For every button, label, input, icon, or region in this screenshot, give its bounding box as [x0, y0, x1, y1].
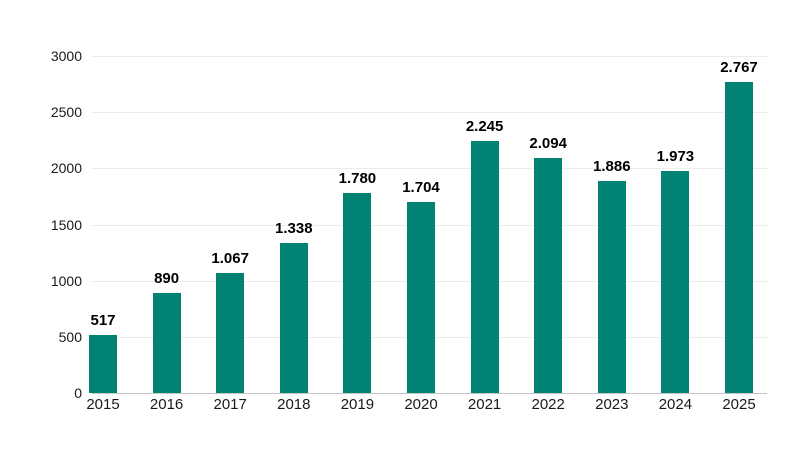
- y-axis-tick-label: 3000: [50, 48, 82, 64]
- bar-value-label: 2.094: [529, 134, 567, 152]
- bar-value-label: 2.245: [465, 117, 504, 135]
- y-axis-tick-label: 0: [74, 385, 82, 401]
- y-axis-tick-label: 500: [58, 328, 82, 345]
- bar-2024: [661, 171, 690, 393]
- gridline: [92, 112, 767, 114]
- y-axis-tick-label: 2000: [50, 160, 82, 177]
- bar-2022: [534, 157, 563, 393]
- bar-value-label: 2.767: [720, 59, 758, 77]
- bar-2023: [597, 181, 626, 393]
- bar-value-label: 1.780: [338, 170, 377, 187]
- bar-value-label: 1.338: [275, 219, 313, 237]
- x-axis-label-2018: 2018: [277, 396, 311, 413]
- bar-2015: [89, 334, 117, 393]
- bar-value-label: 1.704: [402, 178, 440, 196]
- bar-2016: [152, 293, 181, 393]
- bar-2021: [470, 140, 499, 393]
- x-axis-label-2024: 2024: [658, 396, 693, 413]
- bar-2017: [216, 273, 245, 393]
- x-axis-label-2022: 2022: [531, 396, 565, 413]
- bar-2018: [279, 242, 308, 393]
- bar-2019: [343, 193, 372, 393]
- x-axis-label-2017: 2017: [213, 396, 247, 413]
- x-axis-label-2015: 2015: [86, 396, 120, 413]
- bar-2025: [725, 82, 753, 393]
- y-axis-tick-label: 2500: [50, 104, 82, 121]
- bar-2020: [407, 201, 435, 393]
- x-axis-label-2025: 2025: [722, 396, 756, 413]
- gridline: [92, 168, 767, 170]
- x-axis-label-2021: 2021: [467, 396, 502, 413]
- x-axis-label-2023: 2023: [595, 396, 629, 413]
- y-axis-tick-label: 1500: [50, 216, 82, 233]
- x-axis-label-2019: 2019: [340, 396, 375, 413]
- bar-value-label: 1.973: [656, 148, 695, 166]
- gridline: [92, 56, 767, 57]
- x-axis-label-2016: 2016: [149, 396, 184, 413]
- bar-value-label: 890: [154, 270, 180, 287]
- x-axis-label-2020: 2020: [404, 396, 438, 413]
- x-axis-line: [92, 393, 767, 394]
- y-axis-tick-label: 1000: [50, 272, 82, 289]
- bar-value-label: 517: [90, 311, 116, 329]
- bar-value-label: 1.067: [211, 250, 249, 268]
- bar-value-label: 1.886: [593, 158, 631, 176]
